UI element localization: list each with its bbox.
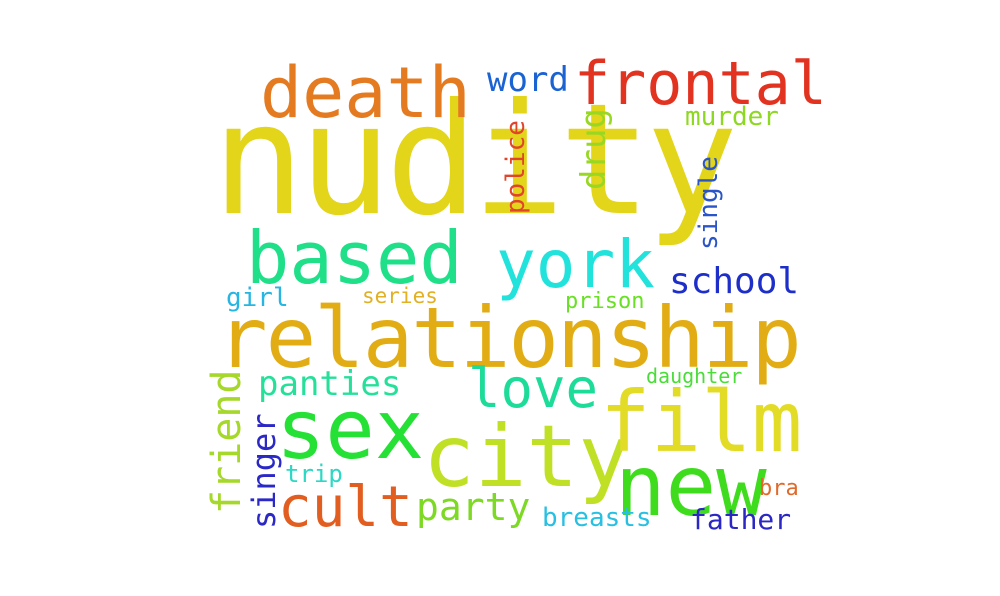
word-love: love [468,357,599,420]
word-police: police [501,120,531,214]
word-new: new [615,437,767,535]
word-relationship: relationship [217,289,802,387]
word-word: word [487,60,569,100]
word-based: based [246,216,463,300]
word-series: series [362,284,438,308]
word-father: father [690,503,792,536]
word-girl: girl [226,283,289,313]
word-death: death [260,52,471,134]
word-drug: drug [574,108,614,190]
word-nudity: nudity [212,71,738,250]
word-bra: bra [759,476,799,501]
word-school: school [669,261,800,302]
word-trip: trip [285,460,343,488]
word-daughter: daughter [646,364,743,388]
word-party: party [416,485,531,529]
word-sex: sex [276,383,425,478]
word-frontal: frontal [574,49,827,119]
word-prison: prison [565,289,645,314]
word-breasts: breasts [542,503,652,533]
word-friend: friend [204,369,250,515]
word-city: city [423,407,631,507]
word-film: film [600,373,803,471]
word-single: single [694,156,724,250]
word-york: york [496,226,655,303]
word-cult: cult [278,475,413,540]
word-murder: murder [685,102,779,132]
word-singer: singer [245,413,283,529]
word-panties: panties [258,364,402,404]
